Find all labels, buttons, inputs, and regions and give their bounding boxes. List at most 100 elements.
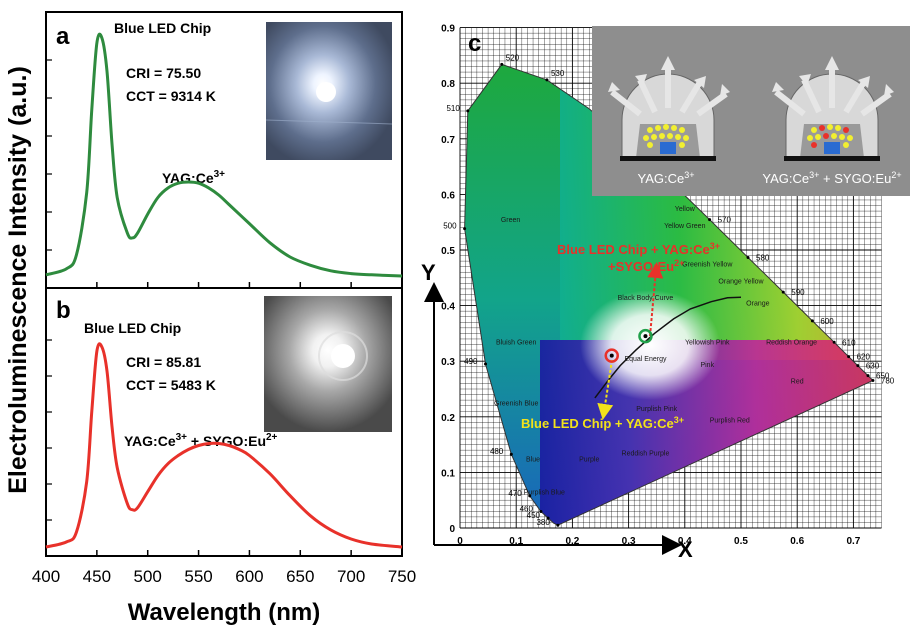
cie-region-label: Equal Energy (624, 356, 667, 363)
cie-y-axis-letter: Y (421, 260, 436, 285)
panel-b-spectrum-line (45, 342, 403, 549)
cie-y-tick-label: 0.5 (441, 246, 455, 257)
cie-region-label: Yellow (675, 206, 696, 213)
cie-x-axis-letter: X (678, 537, 693, 562)
cie-y-tick-label: 0.4 (441, 302, 455, 313)
inset-label-yag: YAG:Ce3+ (638, 170, 695, 186)
spectrum-x-tick-label: 400 (32, 567, 60, 586)
package-yag (608, 56, 730, 161)
spectrum-x-tick-label: 500 (134, 567, 162, 586)
panel-b-letter: b (56, 297, 71, 324)
cie-region-label: Purple (579, 456, 599, 463)
cie-y-tick-label: 0.8 (441, 79, 455, 90)
cie-wavelength-label: 480 (490, 447, 504, 456)
panel-b-frame (45, 287, 403, 557)
cie-wavelength-label: 520 (506, 53, 520, 62)
cie-wavelength-label: 590 (791, 288, 805, 297)
panel-a-cct: CCT = 9314 K (126, 88, 216, 104)
cie-wavelength-dot (500, 62, 504, 66)
cie-wavelength-label: 450 (527, 511, 541, 520)
cie-marker-yag-center (609, 353, 614, 358)
cie-x-tick-label: 0.2 (565, 536, 579, 547)
panel-b-y-ticks (46, 339, 52, 521)
cie-wavelength-dot (466, 109, 470, 113)
cie-y-tick-label: 0.6 (441, 190, 455, 201)
panel-b: b Blue LED Chip CRI = 85.81 CCT = 5483 K… (45, 287, 403, 557)
cie-wavelength-dot (847, 355, 851, 359)
cie-x-tick-label: 0 (457, 536, 463, 547)
cie-region-label: Orange Yellow (718, 278, 764, 285)
cie-wavelength-dot (746, 255, 750, 259)
cie-wavelength-label: 650 (876, 372, 890, 381)
cie-spectral-locus (464, 63, 874, 526)
cie-region-label: Orange (746, 301, 769, 308)
cie-marker-yag-sygo-center (643, 334, 648, 339)
panel-a: a Blue LED Chip CRI = 75.50 CCT = 9314 K… (45, 11, 403, 289)
cie-region-label: Greenish Blue (494, 401, 538, 408)
cie-wavelength-dot (556, 523, 560, 527)
cie-y-tick-label: 0 (449, 524, 455, 535)
cie-wavelength-label: 460 (520, 504, 534, 513)
cie-wavelength-label: 630 (866, 362, 880, 371)
panel-c: 0 0.1 0.2 0.3 0.4 0.5 0.6 0.7 0 0.1 0.2 0.3 0.4 0.5 0.… (418, 12, 912, 562)
cie-region-label: Greenish Yellow (682, 262, 733, 269)
spectrum-x-tick-label: 650 (286, 567, 314, 586)
panel-b-chip-label: Blue LED Chip (84, 320, 181, 336)
spectrum-x-axis-label: Wavelength (nm) (128, 599, 320, 626)
spectrum-x-tick-label: 700 (337, 567, 365, 586)
cie-wavelength-label: 490 (464, 357, 478, 366)
cie-wavelength-label: 470 (508, 489, 522, 498)
cie-wavelength-dot (546, 516, 550, 520)
cie-wavelength-label: 600 (820, 317, 834, 326)
cie-region-label: Purplish Blue (524, 490, 565, 497)
cie-x-tick-label: 0.5 (734, 536, 748, 547)
cie-region-label: Blue (526, 456, 540, 463)
cie-wavelength-dot (545, 78, 549, 82)
cie-region-label: Reddish Orange (766, 340, 817, 347)
cie-region-label: Purplish Pink (636, 406, 677, 413)
cie-region-label: Yellow Green (664, 223, 705, 230)
cie-wavelength-dot (866, 374, 870, 378)
panel-a-spectrum-line (45, 32, 403, 278)
cie-x-tick-label: 0.4 (678, 536, 692, 547)
cie-axis-ticks: 0 0.1 0.2 0.3 0.4 0.5 0.6 0.7 0 0.1 0.2 0.3 0.4 0.5 0.… (441, 24, 861, 547)
cie-wavelength-dot (528, 494, 532, 498)
shared-y-label: Electroluminescence Intensity(a.u.) (4, 66, 32, 494)
red-annotation-label: Blue LED Chip + YAG:Ce3+ (557, 241, 720, 257)
inset-label-yag-sygo: YAG:Ce3+ + SYGO:Eu2+ (762, 170, 901, 186)
cie-wavelength-dot (509, 452, 513, 456)
spectrum-x-tick-label: 450 (83, 567, 111, 586)
cie-wavelength-label: 570 (718, 216, 732, 225)
cie-y-tick-label: 0.2 (441, 413, 455, 424)
package-inset: YAG:Ce3+ YAG:Ce3+ + SYGO:Eu2+ (592, 26, 910, 196)
panel-a-y-ticks (46, 59, 52, 251)
cie-wavelength-dot (781, 290, 785, 294)
cie-black-body-curve (594, 296, 742, 399)
spectrum-x-tick-label: 550 (184, 567, 212, 586)
red-annotation-label-2: +SYGO:Eu2+ (608, 258, 684, 274)
cie-wavelength-label: 500 (443, 222, 457, 231)
cie-region-label: Pink (700, 362, 714, 369)
cie-wavelength-dot (484, 362, 488, 366)
cie-wavelength-label: 620 (857, 353, 871, 362)
cie-region-label: Black Body Curve (618, 295, 674, 302)
cie-x-tick-label: 0.6 (790, 536, 804, 547)
spectrum-x-tick-label: 750 (388, 567, 416, 586)
panel-a-phosphor-label: YAG:Ce3+ (162, 169, 225, 186)
cie-region-label: Red (791, 378, 804, 385)
yellow-annotation-arrow (597, 359, 614, 420)
cie-y-tick-label: 0.1 (441, 468, 455, 479)
cie-wavelength-dot (463, 227, 467, 231)
yellow-annotation-label: Blue LED Chip + YAG:Ce3+ (521, 415, 684, 431)
cie-x-tick-label: 0.3 (622, 536, 636, 547)
spectrum-x-tick-labels: 400 450 500 550 600 650 700 750 (32, 567, 416, 586)
cie-region-labels: Green Yellow Green Yellow Greenish Yellow Or… (494, 206, 817, 497)
cie-chromaticity-markers (604, 328, 653, 363)
panel-c-letter: c (468, 30, 481, 57)
cie-wavelength-dot (708, 218, 712, 222)
panel-b-x-ticks (45, 550, 403, 556)
panel-b-led-photo (264, 296, 392, 432)
package-yag-sygo (772, 56, 894, 161)
panel-b-cri: CRI = 85.81 (126, 354, 201, 370)
cie-region-label: Purplish Red (710, 417, 750, 424)
